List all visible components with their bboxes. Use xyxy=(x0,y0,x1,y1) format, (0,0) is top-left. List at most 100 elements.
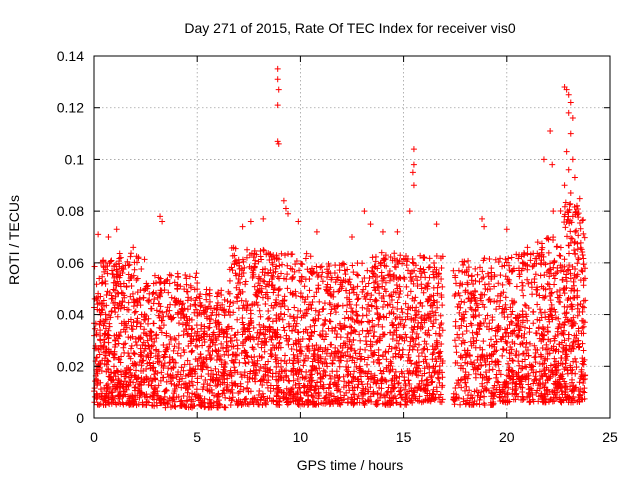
data-point xyxy=(437,353,444,360)
data-point xyxy=(294,397,301,404)
data-point xyxy=(278,374,285,381)
data-point xyxy=(499,398,506,405)
data-point xyxy=(125,306,132,313)
data-point xyxy=(567,130,574,137)
data-point xyxy=(406,395,413,402)
data-point xyxy=(334,401,341,408)
data-point xyxy=(470,340,477,347)
data-point xyxy=(541,383,548,390)
data-point xyxy=(519,388,526,395)
data-point xyxy=(251,375,258,382)
data-point xyxy=(314,379,321,386)
data-point xyxy=(252,378,259,385)
data-point xyxy=(253,251,260,258)
data-point xyxy=(242,360,249,367)
data-point xyxy=(328,306,335,313)
data-point xyxy=(532,350,539,357)
data-point xyxy=(184,306,191,313)
data-point xyxy=(249,398,256,405)
data-point xyxy=(153,399,160,406)
data-point xyxy=(128,283,135,290)
data-point xyxy=(275,377,282,384)
data-point xyxy=(532,255,539,262)
data-point xyxy=(186,273,193,280)
data-point xyxy=(572,228,579,235)
data-point xyxy=(548,289,555,296)
data-point xyxy=(319,269,326,276)
data-point xyxy=(230,309,237,316)
data-point xyxy=(148,305,155,312)
data-point xyxy=(101,355,108,362)
data-point xyxy=(128,342,135,349)
data-point xyxy=(557,207,564,214)
data-point xyxy=(209,309,216,316)
data-point xyxy=(308,329,315,336)
data-point xyxy=(530,320,537,327)
data-point xyxy=(314,369,321,376)
data-point xyxy=(386,368,393,375)
data-point xyxy=(322,344,329,351)
data-point xyxy=(537,272,544,279)
data-point xyxy=(397,320,404,327)
data-point xyxy=(458,384,465,391)
data-point xyxy=(399,370,406,377)
data-point xyxy=(314,357,321,364)
data-point xyxy=(438,320,445,327)
data-point xyxy=(474,322,481,329)
data-point xyxy=(397,391,404,398)
data-point xyxy=(210,339,217,346)
data-point xyxy=(180,381,187,388)
data-point xyxy=(424,363,431,370)
data-point xyxy=(540,367,547,374)
data-point xyxy=(111,304,118,311)
data-point xyxy=(507,304,514,311)
data-point xyxy=(331,327,338,334)
data-point xyxy=(163,378,170,385)
data-point xyxy=(439,283,446,290)
data-point xyxy=(557,244,564,251)
data-point xyxy=(375,321,382,328)
data-point xyxy=(304,345,311,352)
data-point xyxy=(409,329,416,336)
data-point xyxy=(170,396,177,403)
data-point xyxy=(271,256,278,263)
data-point xyxy=(184,397,191,404)
data-point xyxy=(388,345,395,352)
data-point xyxy=(574,260,581,267)
data-point xyxy=(534,301,541,308)
data-point xyxy=(336,267,343,274)
data-point xyxy=(164,371,171,378)
data-point xyxy=(570,345,577,352)
data-point xyxy=(564,208,571,215)
data-point xyxy=(580,304,587,311)
x-tick-label: 0 xyxy=(90,429,98,445)
data-point xyxy=(551,398,558,405)
data-point xyxy=(465,295,472,302)
data-point xyxy=(192,274,199,281)
data-point xyxy=(228,397,235,404)
data-point xyxy=(563,278,570,285)
data-point xyxy=(509,330,516,337)
data-point xyxy=(540,336,547,343)
data-point xyxy=(517,376,524,383)
data-point xyxy=(106,323,113,330)
data-point xyxy=(563,86,570,93)
data-point xyxy=(419,324,426,331)
data-point xyxy=(332,262,339,269)
data-point xyxy=(255,275,262,282)
data-point xyxy=(505,255,512,262)
data-point xyxy=(269,282,276,289)
data-point xyxy=(535,382,542,389)
data-point xyxy=(320,385,327,392)
data-point xyxy=(231,332,238,339)
data-point xyxy=(184,330,191,337)
data-point xyxy=(522,344,529,351)
data-point xyxy=(407,342,414,349)
data-point xyxy=(460,395,467,402)
data-point xyxy=(463,323,470,330)
data-point xyxy=(535,252,542,259)
data-point xyxy=(501,326,508,333)
data-point xyxy=(406,358,413,365)
data-point xyxy=(457,377,464,384)
data-point xyxy=(176,376,183,383)
